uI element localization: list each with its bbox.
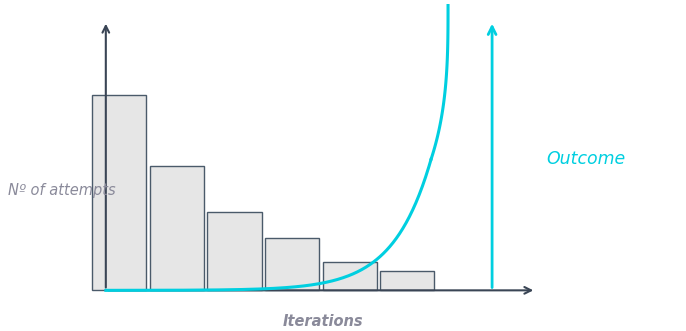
Bar bbox=[150, 166, 204, 290]
Text: Iterations: Iterations bbox=[283, 314, 363, 329]
Bar bbox=[207, 212, 261, 290]
Bar bbox=[92, 95, 147, 290]
Bar bbox=[322, 262, 377, 290]
Bar bbox=[380, 271, 434, 290]
Text: Outcome: Outcome bbox=[546, 150, 626, 168]
Bar bbox=[265, 238, 319, 290]
Text: Nº of attempts: Nº of attempts bbox=[8, 183, 115, 198]
